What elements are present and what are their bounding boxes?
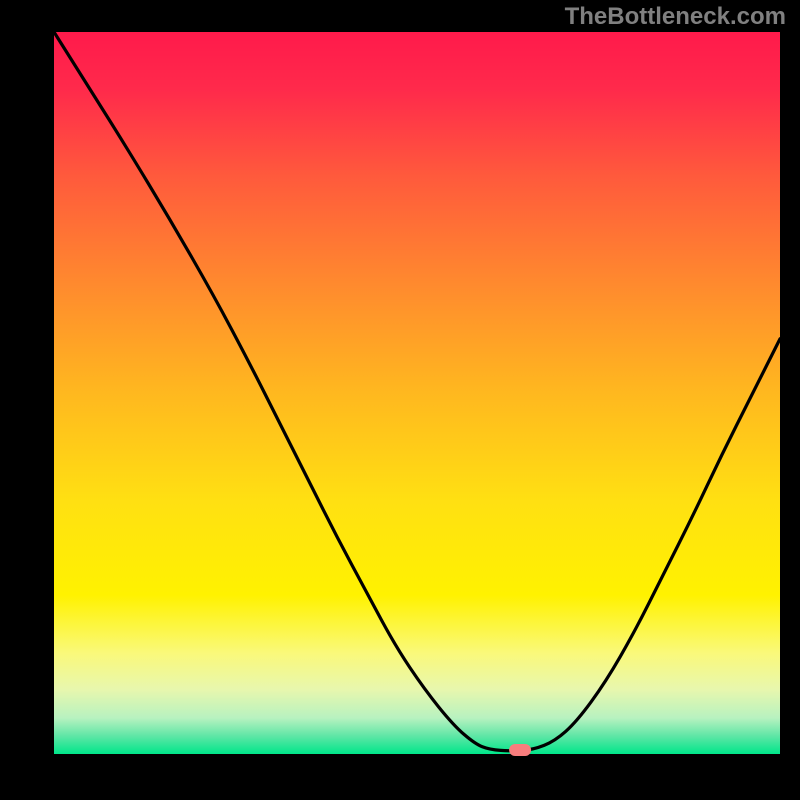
optimal-marker bbox=[509, 744, 531, 756]
plot-gradient bbox=[54, 32, 780, 754]
bottleneck-chart-svg: TheBottleneck.com bbox=[0, 0, 800, 800]
watermark: TheBottleneck.com bbox=[565, 3, 786, 30]
chart-root: TheBottleneck.com bbox=[0, 0, 800, 800]
